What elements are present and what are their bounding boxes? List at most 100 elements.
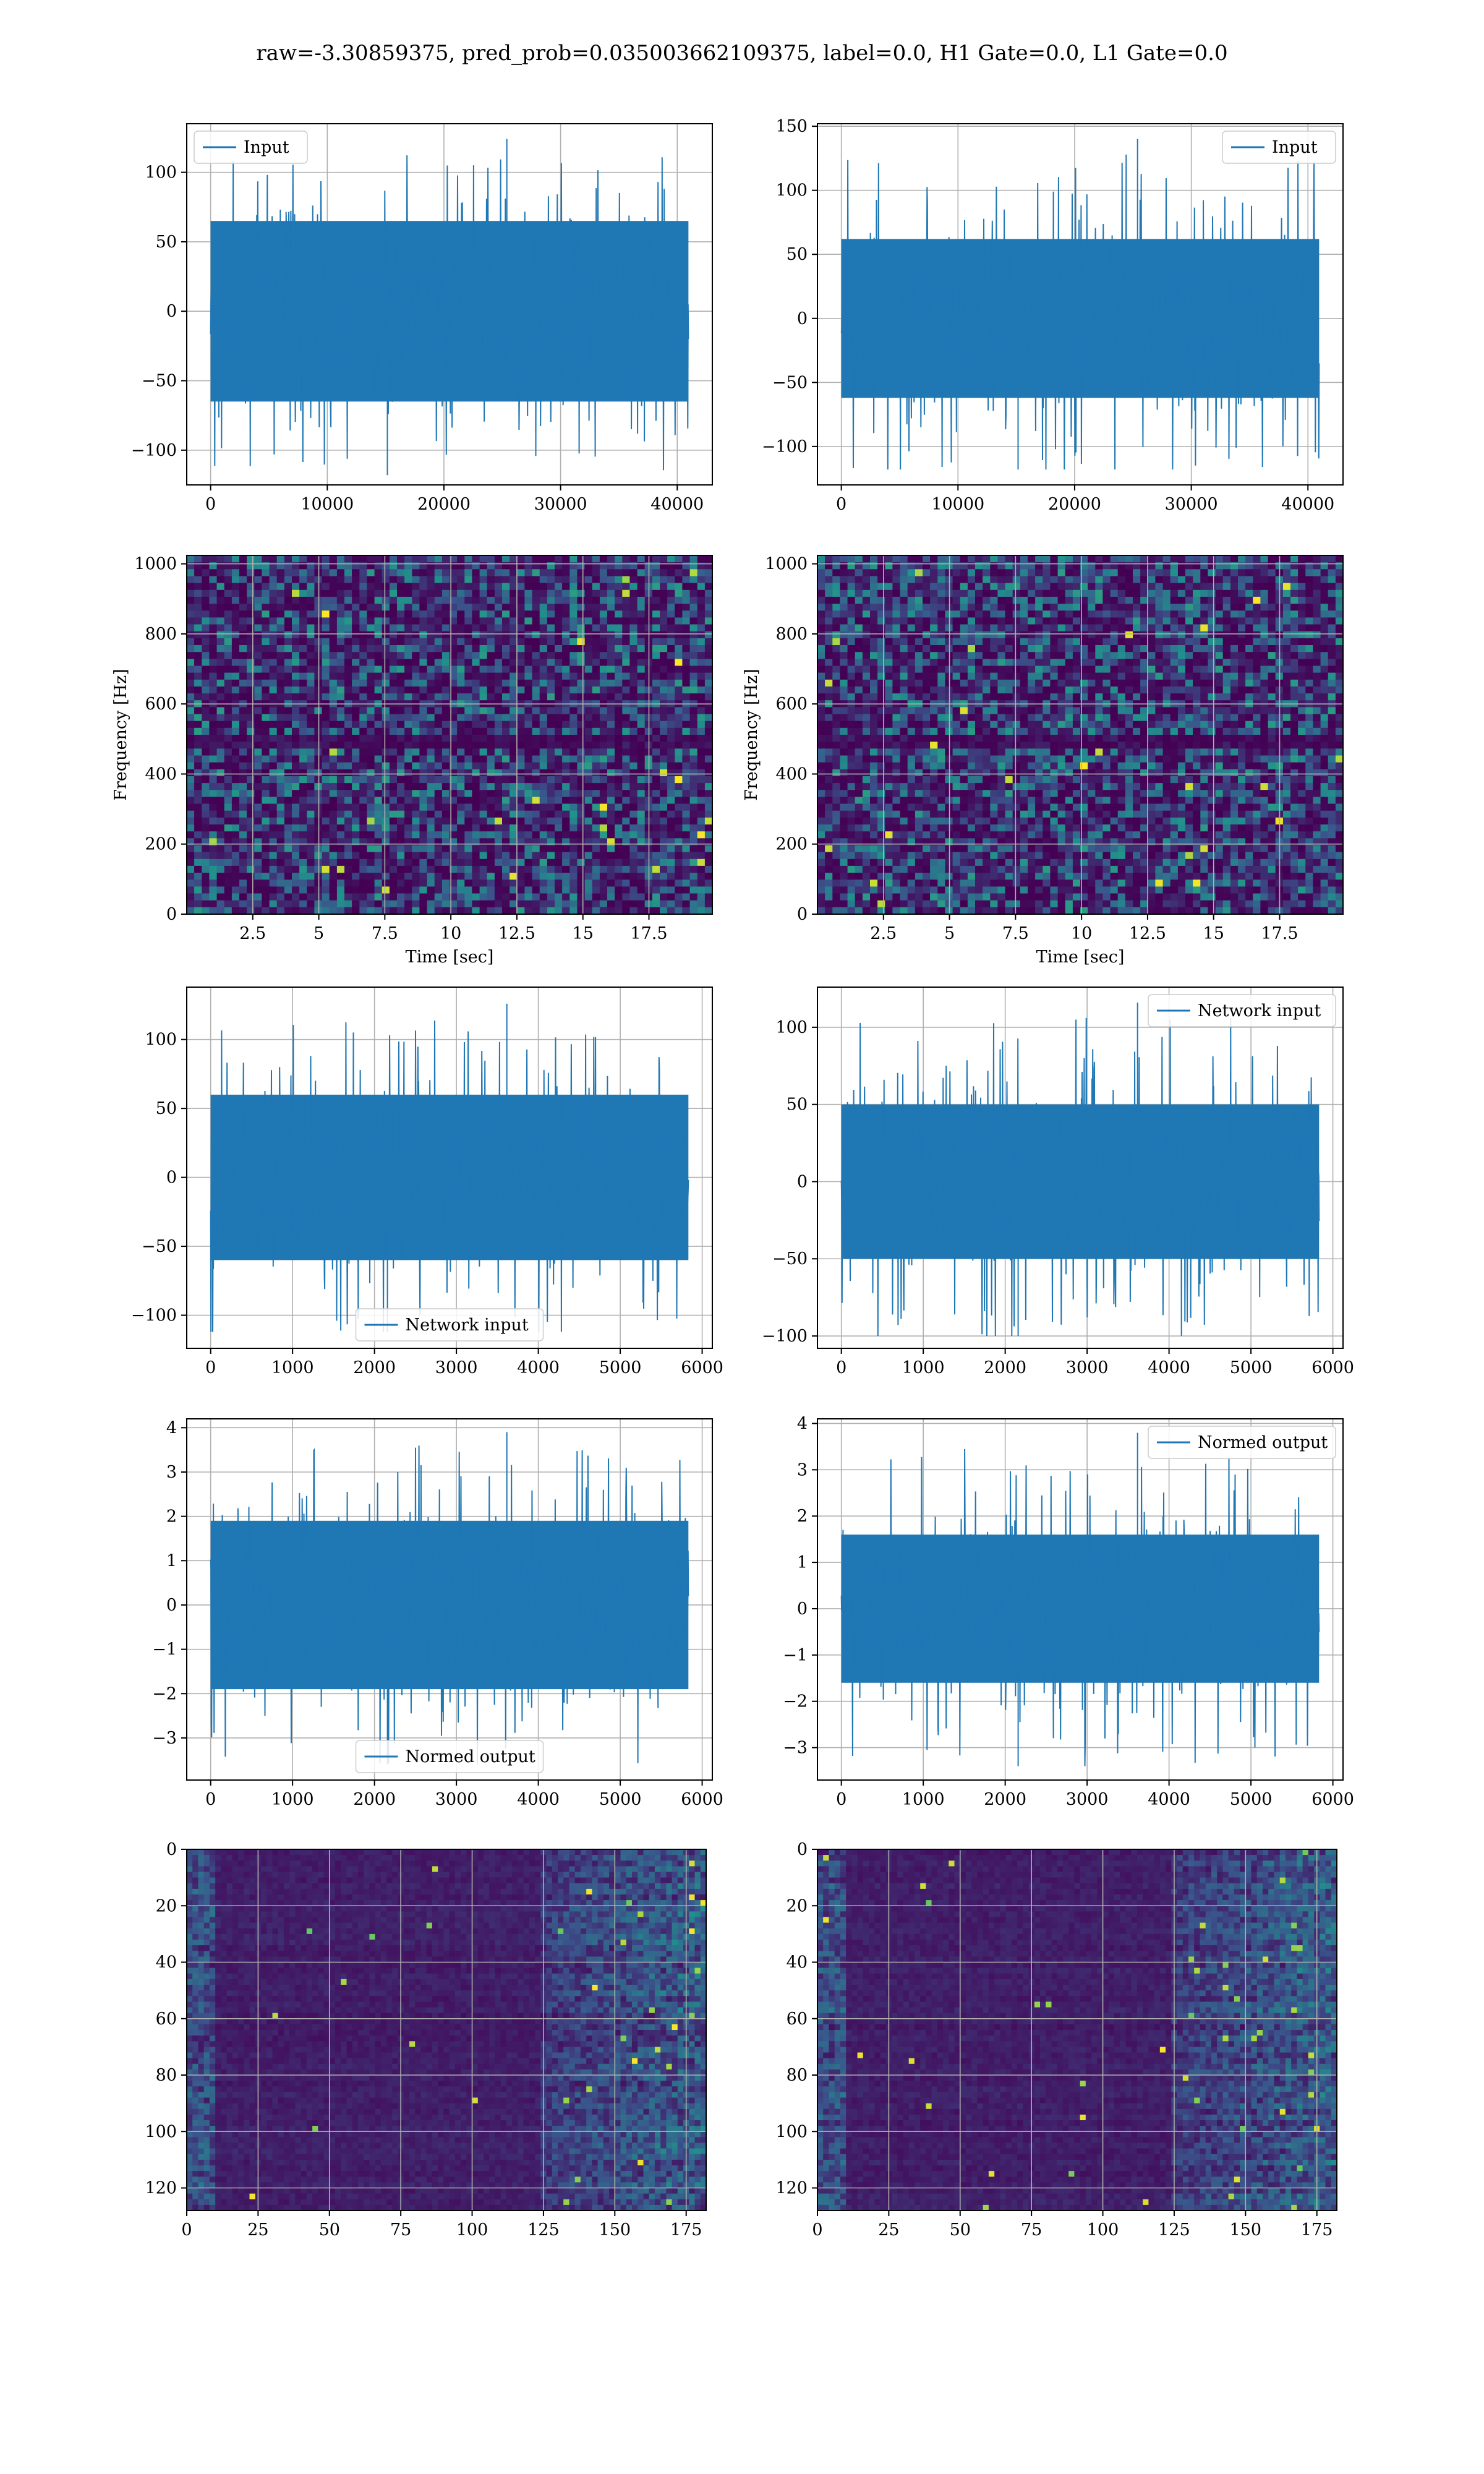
heatmap-cell — [975, 762, 983, 770]
heatmap-cell — [592, 672, 600, 680]
heatmap-cell — [389, 562, 398, 570]
heatmap-cell — [539, 880, 548, 887]
heatmap-cell — [450, 873, 458, 880]
heatmap-cell — [434, 852, 443, 860]
heatmap-cell — [464, 880, 472, 887]
heatmap-cell — [494, 721, 503, 729]
heatmap-cell — [502, 900, 510, 908]
heatmap-cell — [216, 873, 225, 880]
heatmap-cell — [254, 858, 262, 867]
heatmap-cell — [510, 638, 518, 646]
heatmap-cell — [682, 589, 691, 597]
heatmap-cell — [487, 672, 495, 680]
heatmap-cell — [697, 797, 706, 805]
heatmap-cell — [689, 900, 698, 908]
heatmap-cell — [247, 776, 255, 784]
heatmap-cell — [434, 810, 443, 818]
heatmap-cell — [562, 755, 570, 763]
heatmap-cell — [247, 604, 255, 611]
heatmap-cell — [877, 865, 885, 873]
heatmap-cell — [472, 783, 480, 790]
heatmap-cell — [697, 714, 706, 722]
heatmap-cell — [915, 610, 923, 618]
heatmap-cell — [284, 742, 292, 749]
heatmap-cell — [532, 742, 540, 749]
heatmap-cell — [254, 610, 262, 618]
heatmap-cell — [352, 742, 360, 749]
heatmap-cell — [299, 742, 307, 749]
heatmap-cell — [434, 576, 443, 584]
heatmap-cell — [359, 576, 367, 584]
heatmap-cell — [900, 659, 908, 667]
heatmap-cell — [660, 686, 668, 694]
heatmap-cell — [584, 803, 593, 811]
heatmap-cell — [937, 762, 945, 770]
heatmap-cell — [937, 803, 945, 811]
heatmap-cell — [187, 707, 195, 715]
heatmap-cell — [524, 824, 533, 832]
heatmap-cell — [983, 858, 991, 867]
heatmap-cell — [562, 817, 570, 825]
heatmap-cell — [247, 858, 255, 867]
heatmap-cell — [367, 555, 375, 563]
heatmap-cell — [344, 714, 352, 722]
heatmap-cell — [847, 604, 856, 611]
heatmap-cell — [877, 727, 885, 735]
heatmap-cell — [960, 659, 968, 667]
heatmap-cell — [900, 790, 908, 797]
heatmap-cell — [344, 783, 352, 790]
heatmap-cell — [502, 865, 510, 873]
heatmap-cell — [457, 886, 465, 894]
heatmap-cell — [510, 589, 518, 597]
heatmap-cell — [479, 707, 488, 715]
heatmap-cell — [539, 562, 548, 570]
heatmap-cell — [547, 617, 555, 625]
heatmap-cell — [307, 589, 315, 597]
heatmap-cell — [419, 596, 428, 604]
heatmap-cell — [224, 714, 232, 722]
heatmap-cell — [412, 583, 420, 591]
heatmap-cell — [900, 631, 908, 639]
heatmap-cell — [577, 873, 586, 880]
heatmap-cell — [885, 790, 893, 797]
legend: Input — [194, 131, 308, 164]
heatmap-cell — [194, 748, 202, 756]
heatmap-cell — [352, 638, 360, 646]
heatmap-cell — [367, 624, 375, 632]
heatmap-cell — [532, 589, 540, 597]
heatmap-cell — [269, 672, 278, 680]
heatmap-cell — [689, 783, 698, 790]
heatmap-cell — [269, 748, 278, 756]
heatmap-cell — [577, 727, 586, 735]
heatmap-cell — [675, 783, 683, 790]
heatmap-cell — [247, 666, 255, 674]
heatmap-cell — [247, 873, 255, 880]
heatmap-cell — [983, 610, 991, 618]
heatmap-cell — [336, 604, 345, 611]
heatmap-cell — [524, 762, 533, 770]
heatmap-cell — [269, 755, 278, 763]
heatmap-cell — [577, 776, 586, 784]
heatmap-cell — [502, 831, 510, 839]
heatmap-cell — [840, 679, 848, 687]
heatmap-cell — [825, 790, 833, 797]
heatmap-cell — [667, 727, 675, 735]
heatmap-cell — [262, 693, 270, 701]
heatmap-cell — [412, 797, 420, 805]
heatmap-cell — [224, 638, 232, 646]
heatmap-cell — [937, 631, 945, 639]
heatmap-cell — [907, 576, 916, 584]
heatmap-cell — [562, 790, 570, 797]
heatmap-cell — [510, 755, 518, 763]
heatmap-cell — [329, 596, 338, 604]
heatmap-cell — [487, 755, 495, 763]
heatmap-cell — [832, 845, 840, 853]
heatmap-cell — [704, 686, 713, 694]
heatmap-cell — [269, 583, 278, 591]
heatmap-cell — [231, 659, 240, 667]
heatmap-cell — [517, 569, 525, 577]
heatmap-cell — [652, 865, 660, 873]
heatmap-cell — [532, 858, 540, 867]
heatmap-cell — [983, 900, 991, 908]
heatmap-cell — [937, 769, 945, 777]
